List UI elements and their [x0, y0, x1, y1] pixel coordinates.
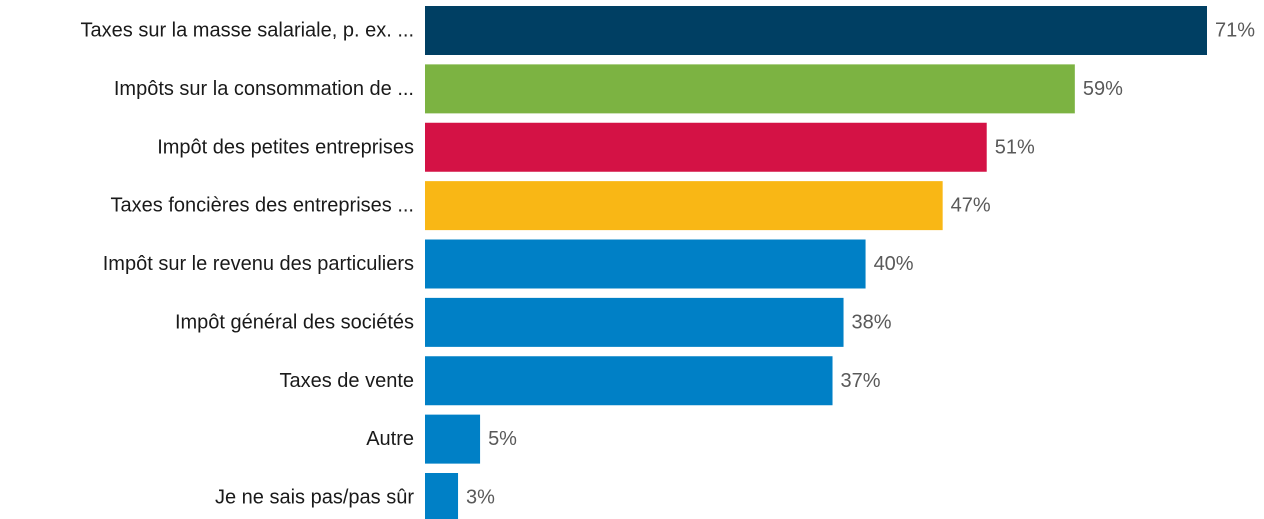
category-label: Impôts sur la consommation de ...	[114, 78, 414, 100]
value-label: 59%	[1083, 78, 1123, 100]
value-label: 51%	[995, 136, 1035, 158]
category-label: Impôt des petites entreprises	[157, 136, 414, 158]
category-label: Impôt sur le revenu des particuliers	[103, 253, 414, 275]
bar	[425, 64, 1075, 114]
bar	[425, 473, 459, 519]
category-label: Taxes foncières des entreprises ...	[111, 195, 414, 217]
value-label: 3%	[466, 487, 495, 509]
bar	[425, 239, 866, 289]
value-label: 37%	[841, 370, 881, 392]
bar	[425, 122, 987, 172]
bar	[425, 181, 943, 231]
bar	[425, 297, 844, 347]
category-label: Je ne sais pas/pas sûr	[215, 487, 414, 509]
value-label: 71%	[1215, 20, 1255, 42]
value-label: 5%	[488, 428, 517, 450]
category-label: Impôt général des sociétés	[175, 311, 414, 333]
bar	[425, 6, 1207, 55]
value-label: 47%	[951, 195, 991, 217]
category-label: Taxes de vente	[279, 370, 414, 392]
bar	[425, 414, 481, 464]
category-label: Autre	[366, 428, 414, 450]
value-label: 40%	[874, 253, 914, 275]
category-label: Taxes sur la masse salariale, p. ex. ...	[81, 20, 414, 42]
value-label: 38%	[852, 311, 892, 333]
bar	[425, 356, 833, 406]
